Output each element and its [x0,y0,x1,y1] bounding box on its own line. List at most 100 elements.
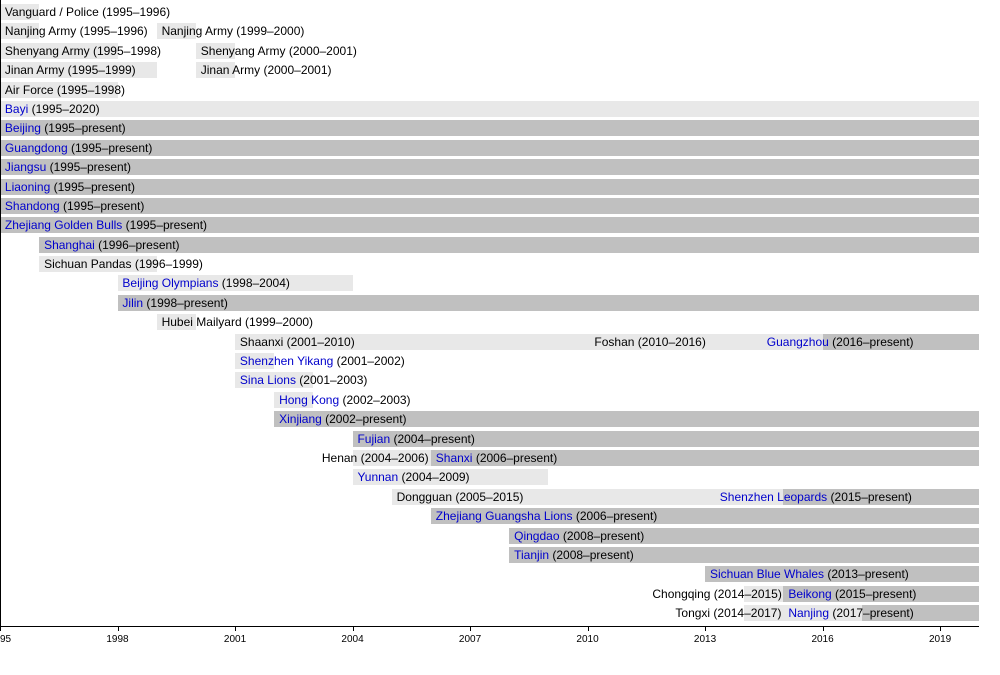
team-name: Jinan Army [4,63,65,78]
timeline-bar [117,294,980,311]
team-link[interactable]: Jilin [122,295,144,310]
team-period: (1995–1998) [89,43,162,58]
x-tick [822,626,824,631]
team-period: (1995–present) [67,140,153,155]
team-link[interactable]: Sina Lions [239,373,296,388]
team-label: Henan (2004–2006) [322,450,429,466]
team-name: Tongxi [675,606,711,621]
team-period: (1999–2000) [241,315,314,330]
timeline-bar [705,566,980,583]
team-link[interactable]: Beikong [788,586,832,601]
team-link[interactable]: Zhejiang Guangsha Lions [435,509,573,524]
timeline-bar [783,488,980,505]
team-link[interactable]: Guangdong [4,140,68,155]
team-label: Tianjin (2008–present) [514,547,634,563]
team-name: Chongqing [652,586,711,601]
team-label: Jilin (1998–present) [122,295,227,311]
team-link[interactable]: Qingdao [514,528,560,543]
team-link[interactable]: Xinjiang [279,412,322,427]
timeline-bar [861,605,980,622]
team-period: (2001–2010) [283,334,355,349]
team-link[interactable]: Sichuan Blue Whales [709,567,825,582]
timeline-bar [0,178,980,195]
timeline-bar [822,333,980,350]
x-tick-label: 2001 [223,634,247,645]
team-period: (1996–present) [94,237,180,252]
team-link[interactable]: Shanghai [44,237,95,252]
team-link[interactable]: Shanxi [435,450,473,465]
timeline-bar [352,430,980,447]
team-period: (1998–present) [143,295,228,310]
team-label: Beikong (2015–present) [788,586,916,602]
team-label: Beijing (1995–present) [5,120,126,136]
team-link[interactable]: Beijing [4,121,41,136]
team-period: (2001–2002) [333,354,405,369]
team-link[interactable]: Beijing Olympians [122,276,219,291]
team-label: Bayi (1995–2020) [5,101,100,117]
team-link[interactable]: Shenzhen Leopards [719,489,828,504]
team-link[interactable]: Hong Kong [279,392,340,407]
team-period: (2008–present) [549,547,634,562]
team-link[interactable]: Tianjin [514,547,550,562]
team-label: Sichuan Blue Whales (2013–present) [710,566,909,582]
team-label: Zhejiang Guangsha Lions (2006–present) [436,508,658,524]
timeline-bar [783,585,980,602]
team-period: (2006–present) [572,509,658,524]
team-period: (2005–2015) [452,489,524,504]
timeline-bar [587,333,823,350]
team-name: Shenyang Army [4,43,90,58]
team-period: (1995–present) [59,198,145,213]
x-tick-label: 2004 [341,634,364,645]
team-link[interactable]: Shenzhen Yikang [239,354,334,369]
team-period: (1996–1999) [131,257,203,272]
timeline-bar [0,197,980,214]
team-link[interactable]: Jiangsu [4,160,47,175]
timeline-bar [391,488,784,505]
timeline-bar [0,4,40,20]
team-label: Vanguard / Police (1995–1996) [5,4,170,20]
team-link[interactable]: Guangzhou [766,334,829,349]
team-label: Xinjiang (2002–present) [279,411,406,427]
team-period: (2015–present) [831,586,917,601]
team-period: (2010–2016) [634,334,706,349]
team-link[interactable]: Bayi [4,101,29,116]
team-link[interactable]: Shandong [4,198,60,213]
timeline-bar [195,42,235,59]
timeline-bar [235,372,314,389]
team-label: Shenzhen Leopards (2015–present) [720,489,912,505]
team-period: (1995–1998) [53,82,125,97]
x-tick-label: 2010 [576,634,599,645]
team-name: Nanjing Army [161,24,233,39]
team-period: (2000–2001) [285,43,357,58]
team-link[interactable]: Liaoning [4,179,51,194]
timeline-bar [0,120,980,137]
team-label: Fujian (2004–present) [357,431,474,447]
x-tick-label: 2016 [811,634,834,645]
timeline-bar [235,353,275,370]
x-tick-label: 2019 [928,634,952,645]
team-name: Hubei Mailyard [161,315,242,330]
team-name: Foshan [594,334,635,349]
team-label: Liaoning (1995–present) [5,179,135,195]
team-name: Vanguard / Police [4,5,99,19]
team-link[interactable]: Nanjing [788,606,830,621]
team-period: (2014–2017) [710,606,782,621]
team-period: (2015–present) [827,489,912,504]
team-link[interactable]: Zhejiang Golden Bulls [4,218,123,233]
team-label: Shandong (1995–present) [5,198,144,214]
timeline-bar [0,159,980,176]
team-label: Yunnan (2004–2009) [357,469,469,485]
x-tick [235,626,237,631]
team-label: Shenyang Army (1995–1998) [5,43,161,59]
timeline-bar [39,256,157,273]
team-name: Air Force [4,82,54,97]
timeline-bar [0,217,980,234]
timeline-bar [195,62,235,79]
team-period: (2002–2003) [339,392,411,407]
team-label: Air Force (1995–1998) [5,82,125,98]
team-link[interactable]: Fujian [357,431,391,446]
team-link[interactable]: Yunnan [357,470,399,485]
x-tick [587,626,589,631]
team-label: Sichuan Pandas (1996–1999) [44,256,203,272]
team-period: (2002–present) [321,412,407,427]
